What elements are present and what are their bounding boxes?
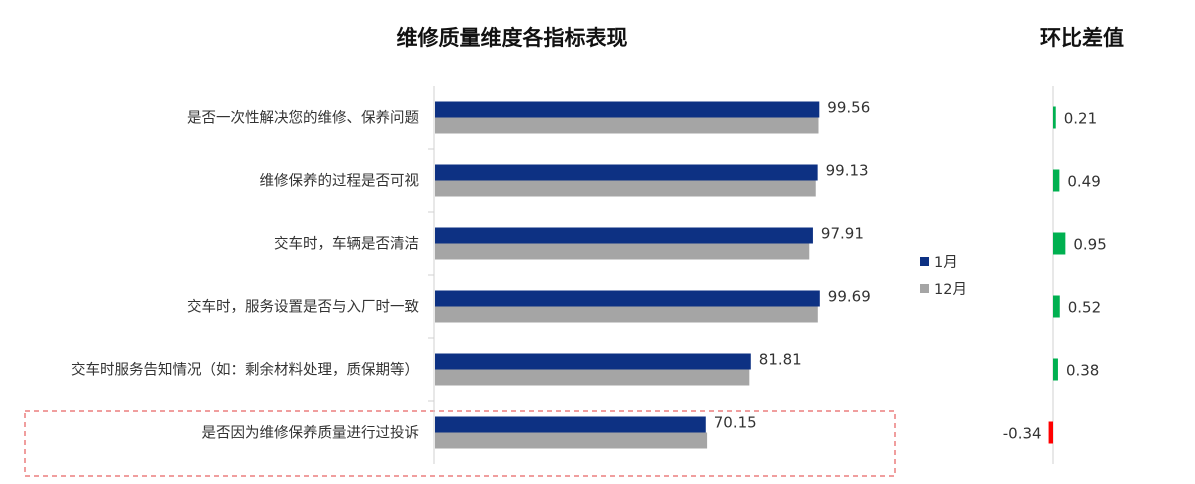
legend-label: 1月 [934,255,958,271]
main-chart-title: 维修质量维度各指标表现 [397,26,628,50]
category-label: 交车时，服务设置是否与入厂时一致 [187,298,419,316]
category-label: 交车时，车辆是否清洁 [274,235,419,253]
bar-jan [435,227,813,244]
legend-label: 12月 [934,282,967,298]
diff-bar [1053,169,1060,192]
bar-dec [435,180,816,197]
diff-label: -0.34 [1003,425,1042,443]
diff-label: 0.52 [1068,299,1101,317]
diff-label: 0.38 [1066,362,1099,380]
bar-jan [435,164,818,181]
main-plot: 是否一次性解决您的维修、保养问题 99.56 维修保养的过程是否可视 99.13 交车时… [24,86,896,477]
legend: 1月 12月 [920,255,967,298]
bar-jan [435,101,820,118]
bar-jan [435,416,706,433]
highlight-box [24,410,896,477]
diff-bar [1053,295,1060,318]
diff-bar [1053,232,1066,255]
diff-label: 0.95 [1073,236,1106,254]
diff-label: 0.49 [1067,173,1100,191]
diff-chart-title: 环比差值 [1040,26,1124,50]
data-label: 97.91 [821,225,864,243]
bar-dec [435,369,750,386]
bar-jan [435,353,751,370]
category-label: 交车时服务告知情况（如：剩余材料处理，质保期等） [71,361,419,379]
bar-dec [435,432,708,449]
diff-bar [1053,106,1056,129]
data-label: 70.15 [714,414,757,432]
bar-dec [435,243,810,260]
diff-plot: 0.21 0.49 0.95 0.52 0.38 -0.34 [1003,86,1107,464]
legend-swatch [920,257,929,266]
data-label: 81.81 [759,351,802,369]
bar-jan [435,290,820,307]
bar-dec [435,306,818,323]
data-label: 99.69 [828,288,871,306]
data-label: 99.13 [826,162,869,180]
diff-label: 0.21 [1064,110,1097,128]
diff-bar [1053,358,1058,381]
category-label: 是否因为维修保养质量进行过投诉 [202,425,420,442]
legend-swatch [920,284,929,293]
bar-dec [435,117,819,134]
category-label: 是否一次性解决您的维修、保养问题 [187,110,419,127]
category-label: 维修保养的过程是否可视 [260,173,420,190]
data-label: 99.56 [827,99,870,117]
diff-bar [1048,421,1053,444]
